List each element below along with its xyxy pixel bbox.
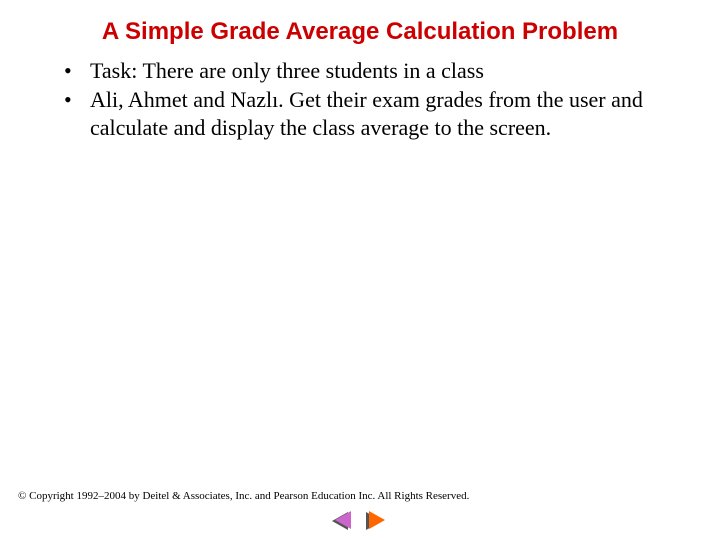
slide: A Simple Grade Average Calculation Probl… [0,0,720,540]
bullet-text: Ali, Ahmet and Nazlı. Get their exam gra… [90,86,672,141]
bullet-list: • Task: There are only three students in… [64,57,672,142]
prev-button[interactable] [331,511,355,534]
list-item: • Ali, Ahmet and Nazlı. Get their exam g… [64,86,672,141]
next-button[interactable] [365,511,389,534]
triangle-right-icon [369,511,385,529]
copyright-footer: © Copyright 1992–2004 by Deitel & Associ… [18,490,469,502]
bullet-text: Task: There are only three students in a… [90,57,672,85]
slide-title: A Simple Grade Average Calculation Probl… [0,0,720,53]
triangle-left-icon [335,511,351,529]
list-item: • Task: There are only three students in… [64,57,672,85]
bullet-marker: • [64,57,90,85]
nav-controls [0,511,720,534]
bullet-marker: • [64,86,90,114]
